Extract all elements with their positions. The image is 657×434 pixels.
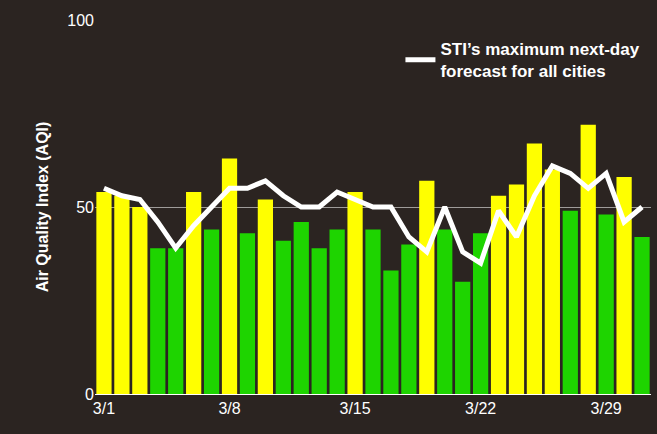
svg-text:0: 0 — [85, 386, 94, 403]
svg-text:100: 100 — [67, 12, 94, 29]
svg-text:3/1: 3/1 — [93, 400, 115, 417]
svg-text:3/15: 3/15 — [339, 400, 370, 417]
svg-text:50: 50 — [76, 199, 94, 216]
svg-text:Air Quality Index (AQI): Air Quality Index (AQI) — [34, 122, 51, 293]
svg-text:3/29: 3/29 — [591, 400, 622, 417]
svg-text:3/8: 3/8 — [218, 400, 240, 417]
svg-text:3/22: 3/22 — [465, 400, 496, 417]
svg-text:STI’s maximum next-dayforecast: STI’s maximum next-dayforecast for all c… — [440, 40, 639, 81]
